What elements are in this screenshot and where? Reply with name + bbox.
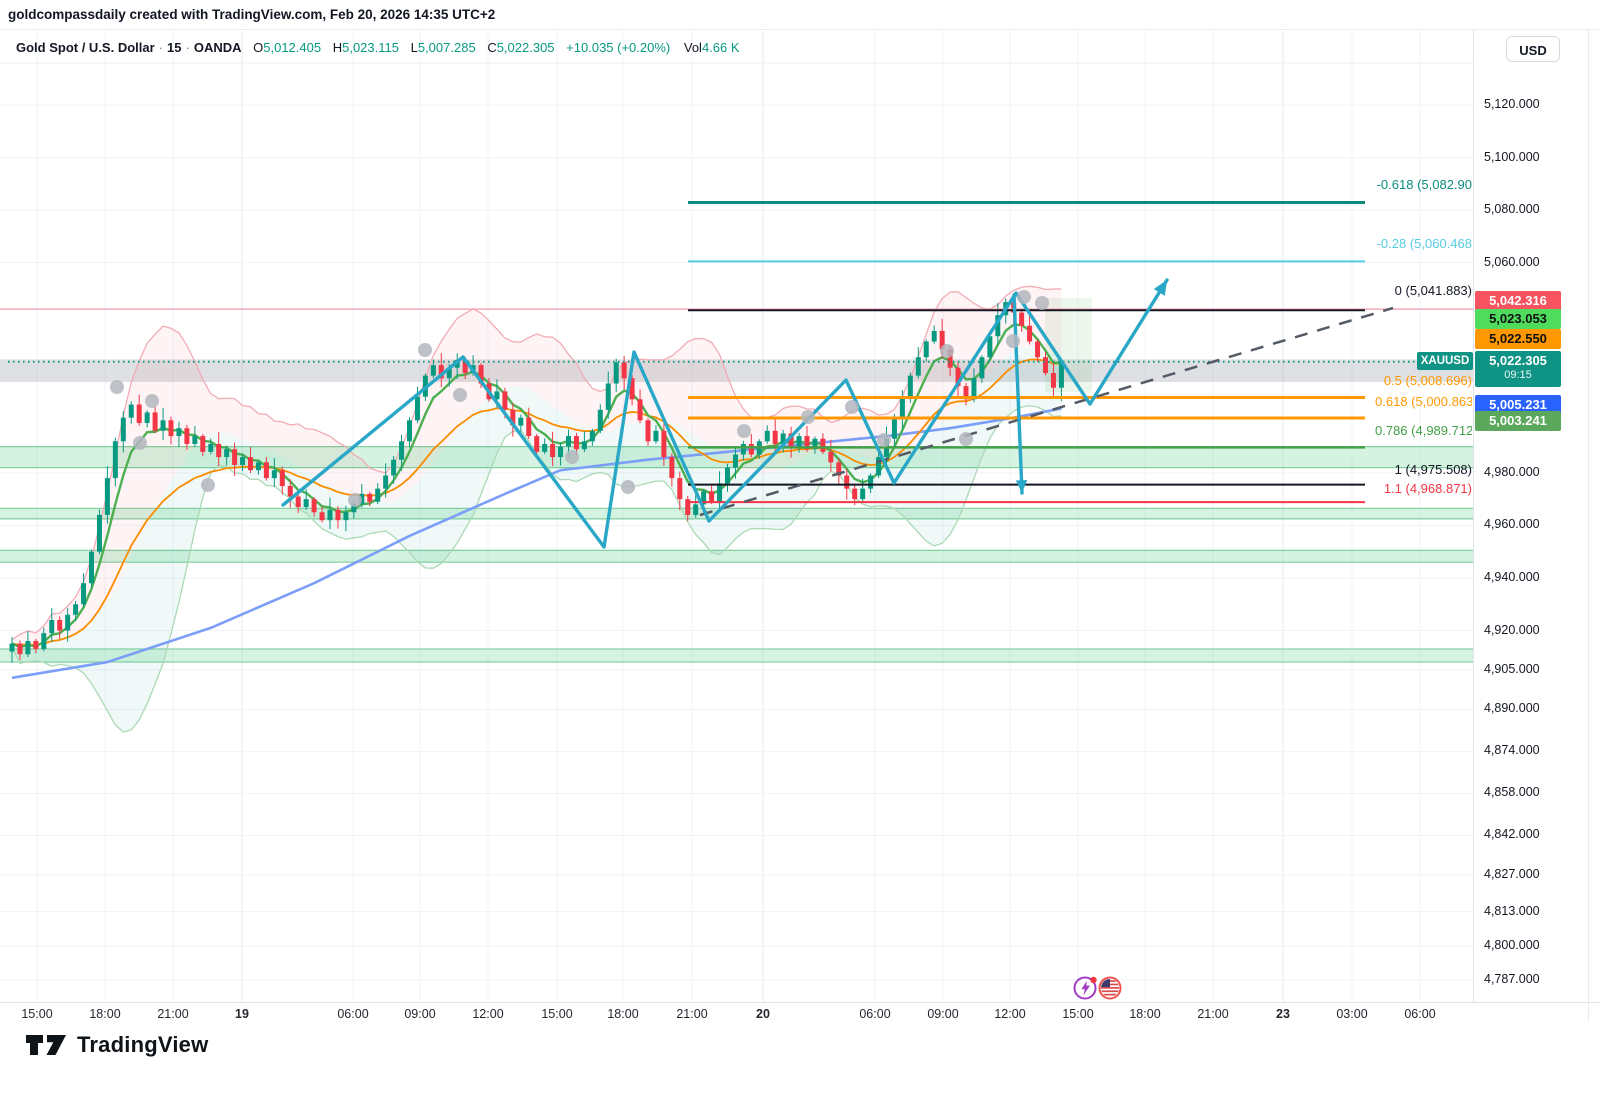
chart-legend: Gold Spot / U.S. Dollar · 15 · OANDA O5,012.…: [16, 40, 740, 55]
fib-level-label: -0.28 (5,060.468: [1376, 236, 1472, 252]
time-tick-label: 06:00: [1404, 1007, 1436, 1021]
legend-separator: ·: [158, 40, 164, 55]
symbol-price-tag: XAUUSD: [1417, 352, 1473, 370]
time-tick-label: 09:00: [404, 1007, 436, 1021]
time-tick-label: 23: [1276, 1007, 1290, 1021]
price-tag: 5,023.053: [1475, 309, 1561, 329]
time-tick-label: 15:00: [541, 1007, 573, 1021]
exchange-label: OANDA: [193, 40, 242, 55]
low-label: L: [410, 40, 418, 55]
price-tag: 5,042.316: [1475, 291, 1561, 311]
economic-event-lightning-icon[interactable]: [1072, 974, 1100, 1002]
open-label: O: [253, 40, 264, 55]
low-value: 5,007.285: [417, 40, 476, 55]
tradingview-logo[interactable]: TradingView: [24, 1031, 208, 1059]
time-tick-label: 18:00: [607, 1007, 639, 1021]
time-tick-label: 19: [235, 1007, 249, 1021]
close-value: 5,022.305: [496, 40, 555, 55]
price-tag: 5,003.241: [1475, 411, 1561, 431]
high-label: H: [332, 40, 343, 55]
close-label: C: [487, 40, 497, 55]
price-tick-label: 4,905.000: [1484, 661, 1540, 676]
economic-event-us-flag-icon[interactable]: [1096, 974, 1124, 1002]
price-tick-label: 5,100.000: [1484, 149, 1540, 164]
price-tag: 5,022.550: [1475, 328, 1561, 349]
price-chart[interactable]: [0, 0, 1473, 1022]
price-tick-label: 4,874.000: [1484, 743, 1540, 758]
price-tick-label: 4,980.000: [1484, 464, 1540, 479]
fib-level-label: 1 (4,975.508): [1394, 461, 1472, 477]
price-tag: 5,022.305 09:15: [1475, 351, 1561, 387]
price-tick-label: 4,813.000: [1484, 903, 1540, 918]
symbol-title[interactable]: Gold Spot / U.S. Dollar: [16, 40, 155, 55]
fib-level-label: 0.618 (5,000.863: [1375, 394, 1472, 410]
price-axis[interactable]: 5,120.000 5,100.000 5,080.000 5,060.000 4,98…: [1473, 30, 1600, 1022]
time-tick-label: 12:00: [994, 1007, 1026, 1021]
fib-level-label: 0.786 (4,989.712: [1375, 423, 1472, 439]
tradingview-logo-text: TradingView: [77, 1032, 209, 1057]
time-axis[interactable]: 15:00 18:00 21:00 19 06:00 09:00 12:00 15:00 18:…: [0, 1002, 1600, 1025]
time-tick-label: 18:00: [89, 1007, 121, 1021]
price-tick-label: 4,890.000: [1484, 701, 1540, 716]
time-tick-label: 12:00: [472, 1007, 504, 1021]
legend-separator: ·: [185, 40, 190, 55]
time-tick-label: 15:00: [21, 1007, 53, 1021]
time-tick-label: 09:00: [927, 1007, 959, 1021]
fib-level-label: 1.1 (4,968.871): [1383, 481, 1472, 497]
price-tick-label: 4,787.000: [1484, 971, 1540, 986]
volume-value: 4.66 K: [701, 40, 740, 55]
time-tick-label: 06:00: [859, 1007, 891, 1021]
price-tick-label: 5,080.000: [1484, 202, 1540, 217]
price-tick-label: 4,920.000: [1484, 622, 1540, 637]
time-tick-label: 20: [756, 1007, 770, 1021]
price-tick-label: 4,800.000: [1484, 937, 1540, 952]
time-tick-label: 06:00: [337, 1007, 369, 1021]
price-tick-label: 5,120.000: [1484, 97, 1540, 111]
currency-button[interactable]: USD: [1506, 36, 1560, 62]
time-tick-label: 21:00: [676, 1007, 708, 1021]
price-tick-label: 4,940.000: [1484, 569, 1540, 584]
price-tag: 5,005.231: [1475, 395, 1561, 415]
time-tick-label: 03:00: [1336, 1007, 1368, 1021]
open-value: 5,012.405: [263, 40, 322, 55]
fib-level-label: 0 (5,041.883): [1394, 283, 1472, 299]
time-tick-label: 18:00: [1129, 1007, 1161, 1021]
time-tick-label: 15:00: [1062, 1007, 1094, 1021]
price-tick-label: 5,060.000: [1484, 254, 1540, 269]
fib-level-label: 0.5 (5,008.696): [1383, 373, 1472, 389]
price-tick-label: 4,858.000: [1484, 785, 1540, 800]
price-tick-label: 4,827.000: [1484, 866, 1540, 881]
attribution-text: goldcompassdaily created with TradingVie…: [0, 0, 1600, 30]
change-value: +10.035 (+0.20%): [566, 40, 671, 55]
volume-label: Vol: [683, 40, 702, 55]
tradingview-logo-icon: [26, 1035, 66, 1055]
price-tick-label: 4,842.000: [1484, 827, 1540, 842]
time-tick-label: 21:00: [157, 1007, 189, 1021]
interval-label[interactable]: 15: [167, 40, 182, 55]
fib-level-label: -0.618 (5,082.90: [1376, 177, 1472, 193]
price-tick-label: 4,960.000: [1484, 517, 1540, 532]
axis-edge-divider: [1588, 30, 1589, 1022]
high-value: 5,023.115: [342, 40, 399, 55]
time-tick-label: 21:00: [1197, 1007, 1229, 1021]
